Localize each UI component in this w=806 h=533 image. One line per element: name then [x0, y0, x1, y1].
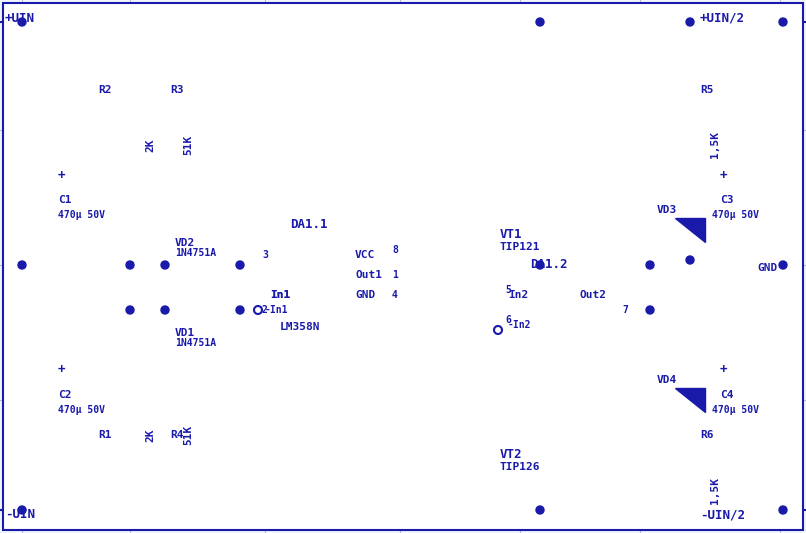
Text: +: + [58, 168, 65, 182]
Text: 1,5K: 1,5K [710, 477, 720, 504]
Text: 5: 5 [505, 285, 511, 295]
Text: VT1: VT1 [500, 229, 522, 241]
Text: R6: R6 [700, 430, 713, 440]
Circle shape [536, 506, 544, 514]
Circle shape [779, 18, 787, 26]
Circle shape [126, 261, 134, 269]
Text: 2K: 2K [145, 138, 155, 152]
Text: 51K: 51K [183, 425, 193, 445]
Polygon shape [175, 300, 200, 310]
Polygon shape [175, 300, 200, 320]
Text: VD2: VD2 [175, 238, 195, 248]
Text: +UIN/2: +UIN/2 [700, 12, 745, 25]
Circle shape [536, 261, 544, 269]
Bar [150, 355, 180, 410]
Text: Out2: Out2 [580, 290, 607, 300]
Bar [260, 210, 400, 300]
Circle shape [686, 256, 694, 264]
Circle shape [646, 306, 654, 314]
Bar [240, 200, 420, 310]
Text: DA1.1: DA1.1 [290, 219, 327, 231]
Bar [675, 410, 705, 465]
Text: C2: C2 [58, 390, 72, 400]
Text: VT2: VT2 [500, 448, 522, 462]
Bar [115, 65, 145, 120]
Circle shape [779, 506, 787, 514]
Text: 6: 6 [505, 315, 511, 325]
Bar [500, 250, 630, 340]
Text: 1N4751A: 1N4751A [175, 248, 216, 258]
Text: VD4: VD4 [657, 375, 677, 385]
Text: 470μ 50V: 470μ 50V [58, 405, 105, 415]
Circle shape [18, 506, 26, 514]
Circle shape [236, 261, 244, 269]
Circle shape [236, 306, 244, 314]
Text: In1: In1 [270, 290, 290, 300]
Circle shape [18, 18, 26, 26]
Text: 470μ 50V: 470μ 50V [58, 210, 105, 220]
Text: Out1: Out1 [355, 270, 382, 280]
Text: VD3: VD3 [657, 205, 677, 215]
Polygon shape [175, 210, 200, 220]
Circle shape [536, 18, 544, 26]
Text: R3: R3 [170, 85, 184, 95]
Text: R5: R5 [700, 85, 713, 95]
Text: C4: C4 [720, 390, 733, 400]
Text: GND: GND [355, 290, 376, 300]
Text: R1: R1 [98, 430, 111, 440]
Text: R2: R2 [98, 85, 111, 95]
Circle shape [161, 261, 169, 269]
Text: -UIN: -UIN [5, 508, 35, 521]
Text: +UIN: +UIN [5, 12, 35, 25]
Text: VD1: VD1 [175, 328, 195, 338]
Polygon shape [675, 218, 705, 242]
Circle shape [161, 306, 169, 314]
Text: +: + [58, 364, 65, 376]
Text: TIP126: TIP126 [500, 462, 541, 472]
Text: 8: 8 [392, 245, 398, 255]
Text: 1: 1 [392, 270, 398, 280]
Text: 3: 3 [262, 250, 268, 260]
Text: 1,5K: 1,5K [710, 132, 720, 158]
Text: In2: In2 [508, 290, 528, 300]
Text: C3: C3 [720, 195, 733, 205]
Text: 7: 7 [622, 305, 628, 315]
Text: VCC: VCC [355, 250, 376, 260]
Text: 4: 4 [392, 290, 398, 300]
Text: -In2: -In2 [508, 320, 531, 330]
Text: 470μ 50V: 470μ 50V [712, 405, 759, 415]
Polygon shape [675, 388, 705, 412]
Text: R4: R4 [170, 430, 184, 440]
Circle shape [686, 18, 694, 26]
Circle shape [646, 261, 654, 269]
Text: -In1: -In1 [265, 305, 289, 315]
Text: TIP121: TIP121 [500, 242, 541, 252]
Text: 51K: 51K [183, 135, 193, 155]
Text: +: + [720, 168, 728, 182]
Circle shape [126, 306, 134, 314]
Text: LM358N: LM358N [280, 322, 321, 332]
Text: 1N4751A: 1N4751A [175, 338, 216, 348]
Bar [675, 65, 705, 120]
Text: 2K: 2K [145, 428, 155, 442]
Text: +: + [720, 364, 728, 376]
Text: C1: C1 [58, 195, 72, 205]
Polygon shape [175, 210, 200, 230]
Circle shape [779, 261, 787, 269]
Text: GND: GND [757, 263, 777, 273]
Text: 470μ 50V: 470μ 50V [712, 210, 759, 220]
Bar [115, 355, 145, 410]
Text: -UIN/2: -UIN/2 [700, 508, 745, 521]
Text: In1: In1 [270, 290, 290, 300]
Circle shape [18, 261, 26, 269]
Text: 2: 2 [262, 305, 268, 315]
Text: DA1.2: DA1.2 [530, 259, 567, 271]
Bar [150, 65, 180, 120]
